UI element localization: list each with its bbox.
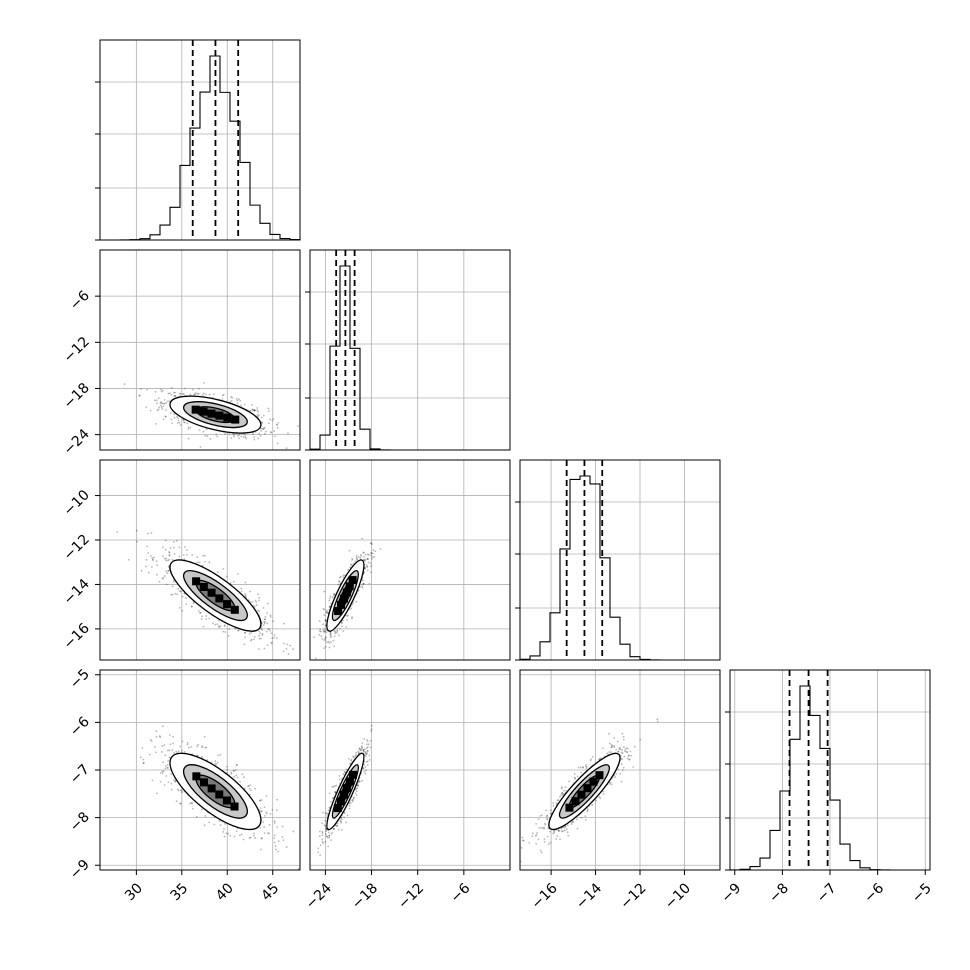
- density-peak-cell: [348, 576, 357, 585]
- density-peak-cell: [223, 600, 232, 609]
- density-peak-cell: [199, 582, 208, 591]
- grid-r3-c2: [520, 670, 720, 870]
- histogram-param-1: [309, 265, 510, 451]
- x-tick-label-param-2: −14: [573, 880, 605, 912]
- density-peak-cell: [589, 777, 598, 786]
- y-tick-label-param-2: −16: [61, 620, 93, 652]
- density-peak-cell: [583, 784, 592, 793]
- x-tick-label-param-3: −7: [814, 880, 840, 906]
- grid-r2-c2: [520, 460, 720, 660]
- density-peak-cell: [199, 407, 208, 416]
- density-peak-cell: [334, 607, 343, 616]
- density-peak-cell: [345, 777, 354, 786]
- x-tick-label-param-0: 40: [213, 880, 237, 904]
- panel-frame-r2-c0: [99, 459, 301, 661]
- histogram-param-2: [519, 475, 720, 661]
- density-peak-cell: [192, 577, 201, 586]
- density-peak-cell: [336, 797, 345, 806]
- density-peak-cell: [337, 600, 346, 609]
- y-tick-label-param-3: −9: [67, 857, 93, 883]
- panel-frame-r1-c0: [99, 249, 301, 451]
- density-peak-cell: [342, 588, 351, 597]
- x-tick-label-param-0: 35: [168, 880, 192, 904]
- panel-frame-r0-c0: [99, 39, 301, 241]
- panel-frame-r2-c1: [309, 459, 511, 661]
- density-peak-cell: [595, 771, 604, 780]
- x-tick-label-param-1: −12: [395, 880, 427, 912]
- x-tick-label-param-0: 30: [122, 880, 146, 904]
- density-peak-cell: [231, 415, 240, 424]
- grid-r0-c0: [100, 40, 300, 240]
- density-peak-cell: [565, 803, 574, 812]
- density-peak-cell: [230, 605, 239, 614]
- density-peak-cell: [207, 588, 216, 597]
- grid-r2-c1: [310, 460, 510, 660]
- density-peak-cell: [222, 796, 231, 805]
- panel-frame-r3-c2: [519, 669, 721, 871]
- density-peak-cell: [577, 790, 586, 799]
- grid-r3-c1: [310, 670, 510, 870]
- x-tick-label-param-3: −6: [861, 880, 887, 906]
- y-tick-label-param-3: −5: [67, 666, 93, 692]
- grid-r1-c1: [310, 250, 510, 450]
- x-tick-label-param-0: 45: [258, 880, 282, 904]
- x-tick-label-param-2: −16: [529, 880, 561, 912]
- y-tick-label-param-3: −6: [67, 714, 93, 740]
- x-tick-label-param-3: −8: [766, 880, 792, 906]
- density-peak-cell: [348, 770, 357, 779]
- density-peak-cell: [571, 797, 580, 806]
- y-tick-label-param-1: −6: [67, 288, 93, 314]
- density-peak-cell: [223, 413, 232, 422]
- y-tick-label-param-1: −12: [61, 334, 93, 366]
- density-peak-cell: [333, 804, 342, 813]
- density-peak-cell: [230, 802, 239, 811]
- density-peak-cell: [215, 594, 224, 603]
- x-tick-label-param-3: −9: [718, 880, 744, 906]
- density-peak-cell: [207, 409, 216, 418]
- x-tick-label-param-2: −12: [617, 880, 649, 912]
- panel-frame-r1-c1: [309, 249, 511, 451]
- density-peak-cell: [215, 790, 224, 799]
- panel-frame-r3-c1: [309, 669, 511, 871]
- panel-frame-r2-c2: [519, 459, 721, 661]
- x-tick-label-param-1: −6: [448, 880, 474, 906]
- density-peak-cell: [339, 790, 348, 799]
- y-tick-label-param-3: −7: [67, 762, 93, 788]
- density-peak-cell: [191, 405, 200, 414]
- y-tick-label-param-2: −12: [61, 532, 93, 564]
- x-tick-label-param-1: −18: [349, 880, 381, 912]
- y-tick-label-param-2: −14: [61, 576, 93, 608]
- x-tick-label-param-1: −24: [303, 880, 335, 912]
- y-tick-label-param-1: −24: [61, 426, 93, 458]
- x-tick-label-param-3: −5: [909, 880, 935, 906]
- x-tick-label-param-2: −10: [662, 880, 694, 912]
- density-peak-cell: [215, 411, 224, 420]
- density-peak-cell: [207, 784, 216, 793]
- density-peak-cell: [192, 772, 201, 781]
- histogram-param-0: [99, 55, 301, 241]
- y-tick-label-param-2: −10: [61, 487, 93, 519]
- y-tick-label-param-3: −8: [67, 809, 93, 835]
- y-tick-label-param-1: −18: [61, 380, 93, 412]
- density-peak-cell: [345, 582, 354, 591]
- density-peak-cell: [339, 594, 348, 603]
- density-peak-cell: [200, 778, 209, 787]
- grid-r3-c3: [730, 670, 930, 870]
- density-peak-cell: [342, 784, 351, 793]
